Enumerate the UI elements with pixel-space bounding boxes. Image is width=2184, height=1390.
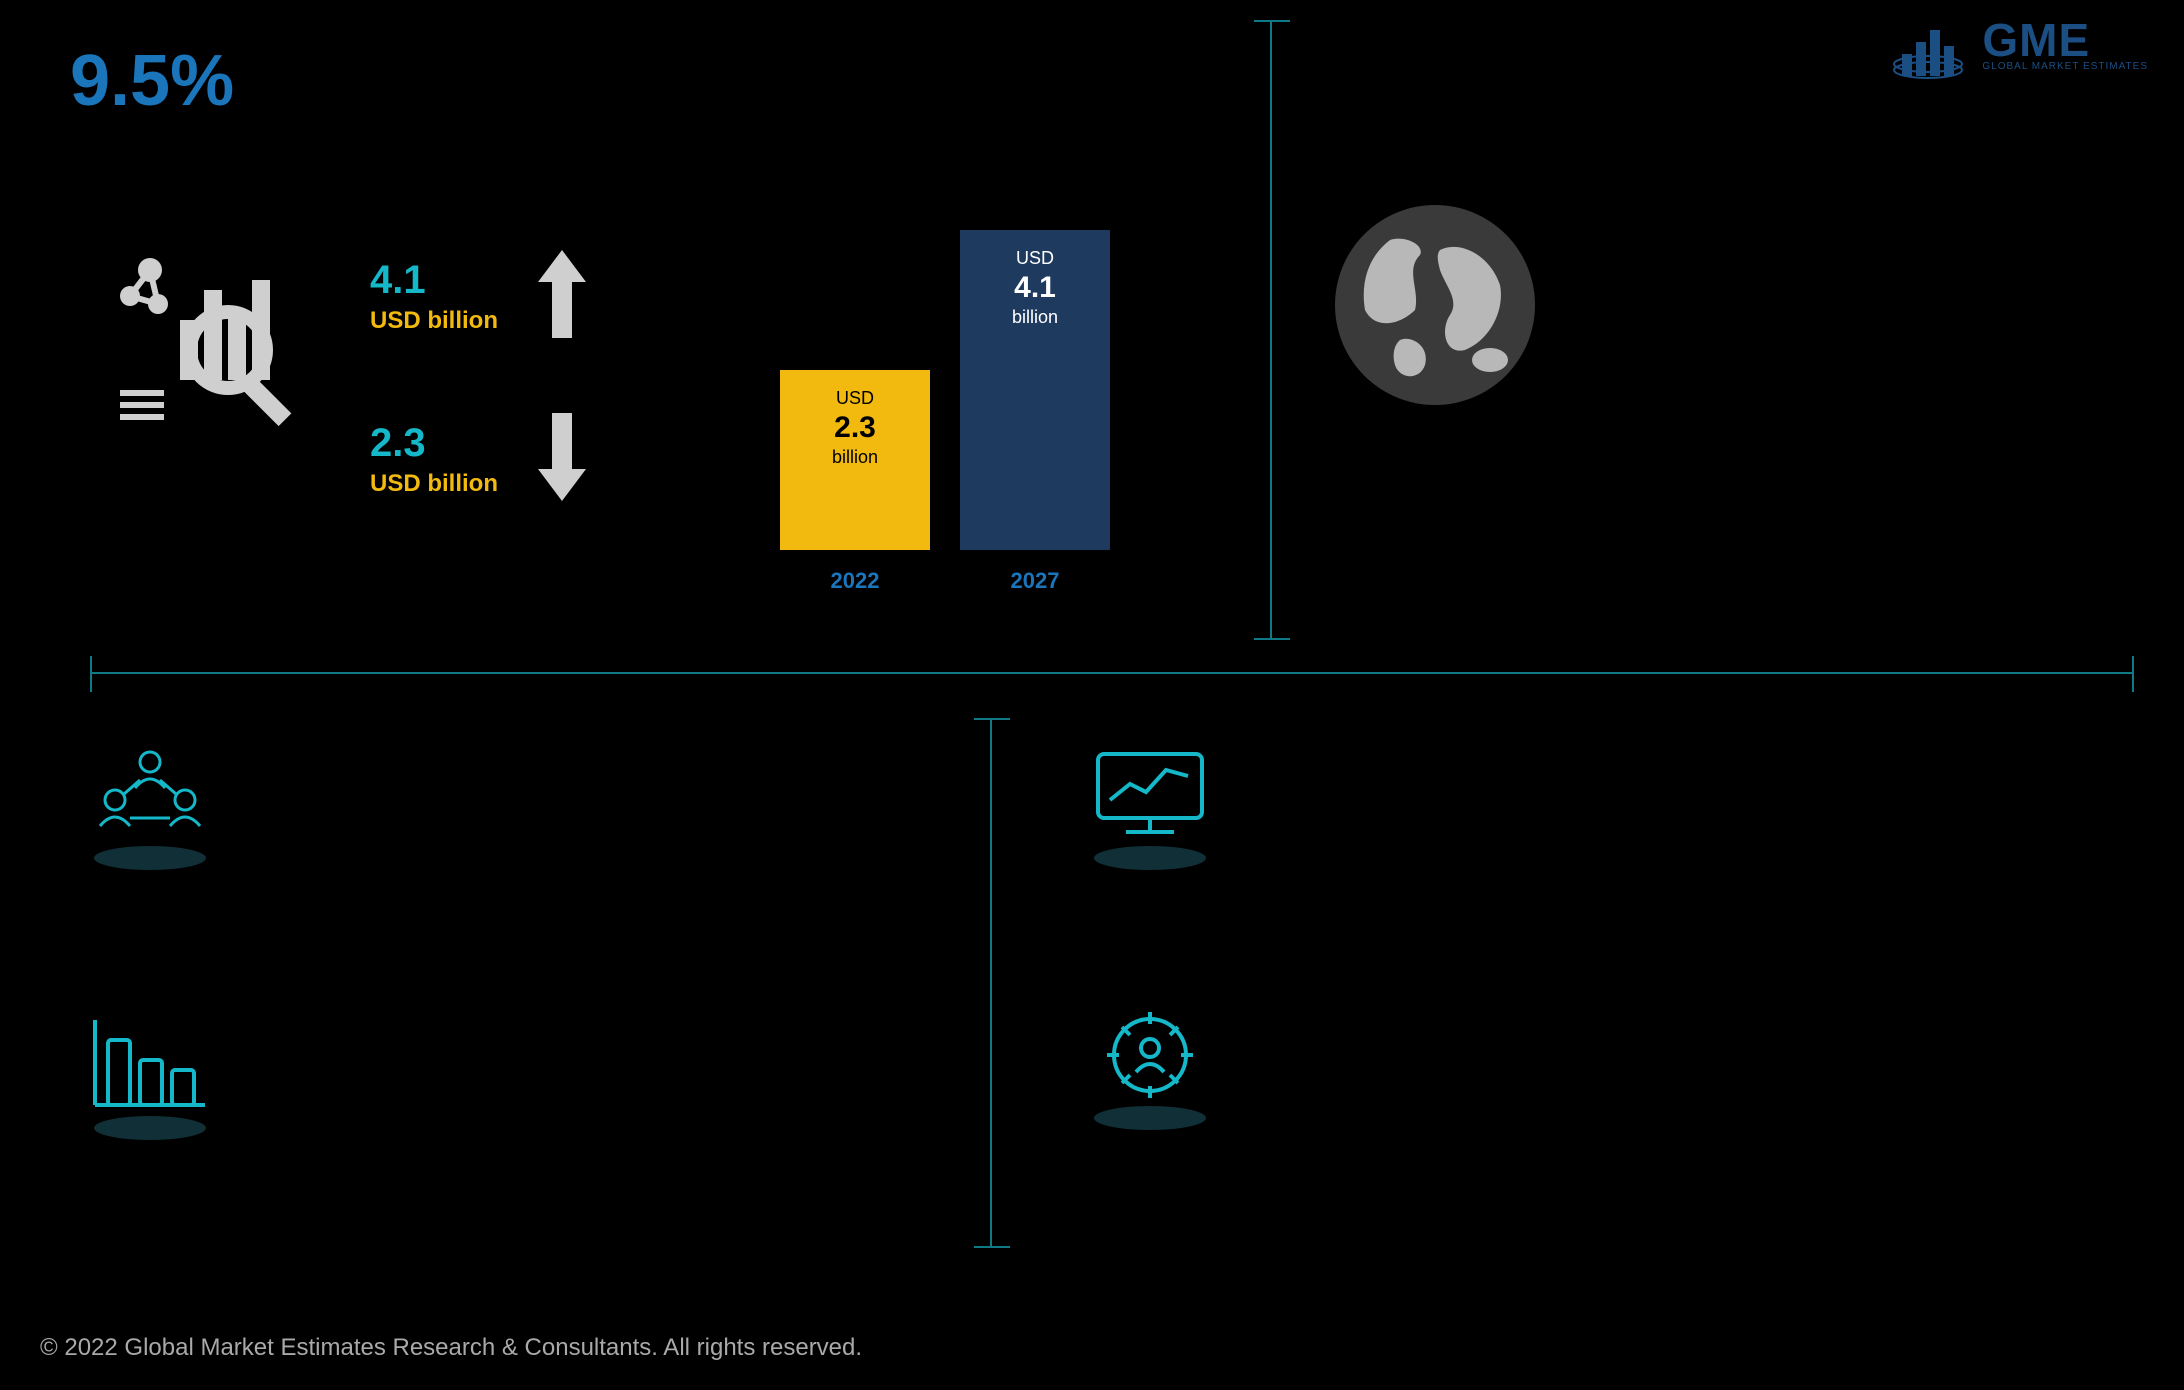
high-low-values: 4.1 USD billion 2.3 USD billion [370, 250, 586, 506]
brand-logo-icon [1892, 20, 1972, 84]
bar-label-2027: 2027 [960, 568, 1110, 594]
low-value-row: 2.3 USD billion [370, 413, 586, 506]
analytics-icon [110, 240, 310, 445]
bar-2027-value: 4.1 [960, 271, 1110, 305]
vertical-divider-top [1270, 20, 1272, 640]
bar-2022-value: 2.3 [780, 411, 930, 445]
copyright-footer: © 2022 Global Market Estimates Research … [40, 1334, 862, 1362]
target-person-icon [1080, 1000, 1220, 1140]
brand-logo-subtitle: GLOBAL MARKET ESTIMATES [1982, 61, 2148, 72]
brand-logo-text: GME [1982, 20, 2148, 61]
low-value-unit: USD billion [370, 470, 498, 498]
arrow-up-icon [538, 250, 586, 343]
vertical-divider-bottom [990, 718, 992, 1248]
bar-label-2022: 2022 [780, 568, 930, 594]
brand-logo: GME GLOBAL MARKET ESTIMATES [1892, 20, 2148, 84]
low-value: 2.3 [370, 421, 498, 466]
bar-2027: USD 4.1 billion [960, 230, 1110, 550]
bar-2027-unit: billion [960, 307, 1110, 328]
high-value: 4.1 [370, 258, 498, 303]
high-value-row: 4.1 USD billion [370, 250, 586, 343]
cagr-value: 9.5% [70, 40, 234, 122]
high-value-unit: USD billion [370, 307, 498, 335]
bar-chart-icon [80, 1010, 220, 1150]
bar-2022: USD 2.3 billion [780, 370, 930, 550]
arrow-down-icon [538, 413, 586, 506]
horizontal-divider [90, 672, 2134, 674]
monitor-trend-icon [1080, 740, 1220, 880]
market-size-bar-chart: USD 2.3 billion USD 4.1 billion 2022 202… [780, 200, 1140, 600]
bar-2027-currency: USD [960, 248, 1110, 269]
globe-icon [1330, 200, 1540, 410]
people-network-icon [80, 740, 220, 880]
bar-2022-unit: billion [780, 447, 930, 468]
bar-2022-currency: USD [780, 388, 930, 409]
